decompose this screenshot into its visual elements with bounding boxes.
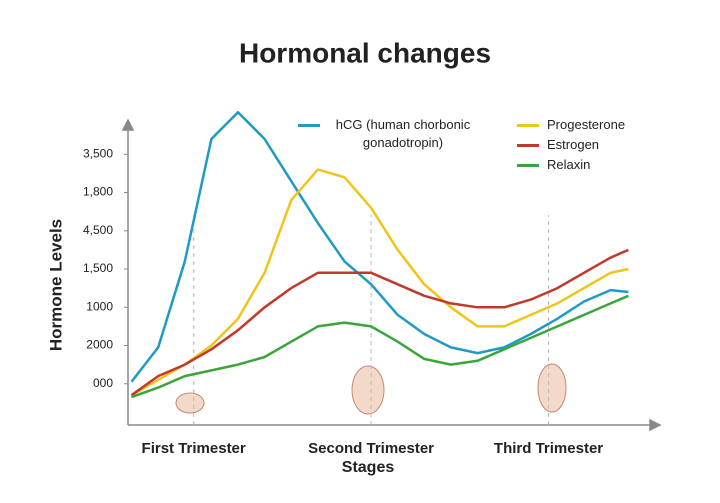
legend-label: Estrogen (547, 137, 600, 152)
series-line (131, 294, 629, 399)
x-tick-label: First Trimester (142, 440, 246, 457)
y-tick-label: 000 (93, 376, 113, 390)
y-tick-label: 1,500 (83, 261, 113, 275)
fetus-icon (175, 392, 205, 414)
y-tick-label: 3,500 (83, 146, 113, 160)
fetus-icon (537, 363, 567, 413)
y-tick-label: 4,500 (83, 223, 113, 237)
legend-swatch (517, 164, 539, 167)
series-line (130, 110, 629, 383)
x-tick-label: Second Trimester (308, 440, 434, 457)
axes (121, 118, 662, 432)
y-arrow (121, 118, 135, 131)
legend-swatch (298, 124, 320, 127)
x-tick-label: Third Trimester (494, 440, 603, 457)
legend-swatch (517, 144, 539, 147)
x-arrow (649, 418, 662, 432)
fetus-icons (175, 363, 567, 415)
x-axis-label: Stages (342, 459, 395, 476)
legend-swatch (517, 124, 539, 127)
legend-label: Progesterone (547, 117, 626, 132)
legend-label: hCG (human chorbonic gonadotropin) (335, 117, 471, 150)
y-tick-label: 2000 (86, 338, 113, 352)
series-line (130, 168, 629, 397)
y-tick-label: 1,800 (83, 185, 113, 199)
fetus-icon (351, 365, 385, 415)
legend-label: Relaxin (547, 157, 591, 172)
chart-title: Hormonal changes (239, 37, 491, 68)
plot: 000 2000 1000 1,500 4,500 1,800 3,500 First Tri… (83, 110, 629, 457)
y-axis-label: Hormone Levels (46, 219, 65, 351)
y-tick-label: 1000 (86, 299, 113, 313)
series-line (130, 248, 629, 397)
